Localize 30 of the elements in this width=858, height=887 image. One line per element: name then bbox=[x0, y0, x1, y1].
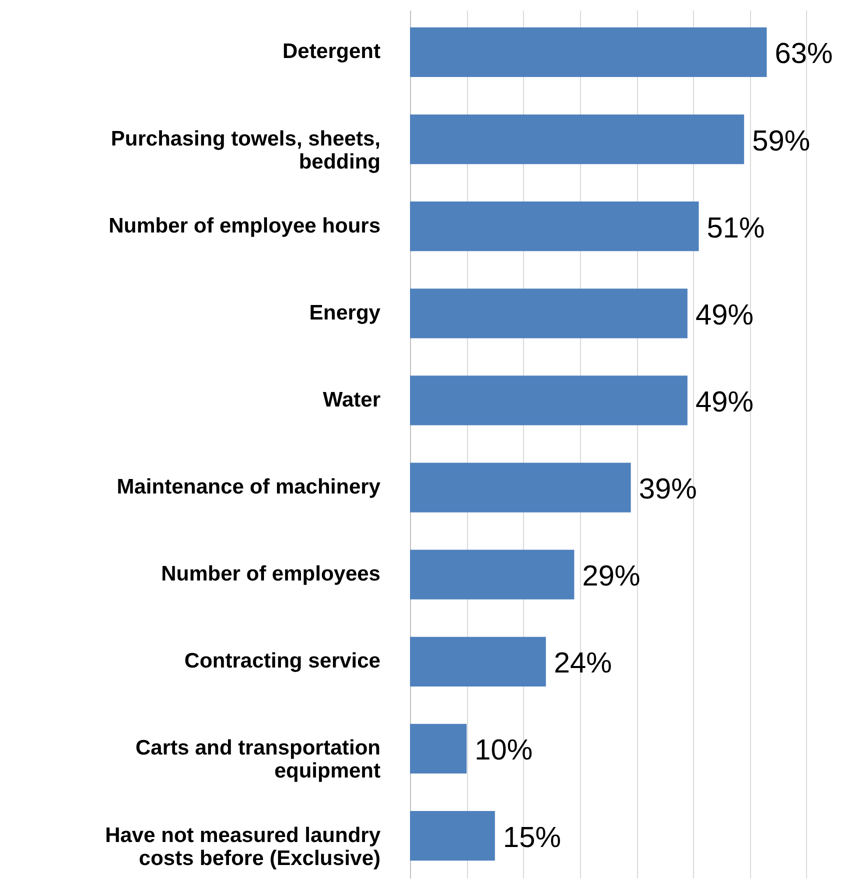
y-tick-label: Have not measured laundry costs before (Exclusive) bbox=[105, 824, 381, 870]
bar bbox=[410, 202, 699, 252]
bar bbox=[410, 114, 744, 164]
bar bbox=[410, 550, 574, 600]
data-label: 51% bbox=[706, 212, 765, 244]
data-label: 49% bbox=[695, 386, 754, 418]
bar bbox=[410, 376, 688, 426]
y-tick-label: Maintenance of machinery bbox=[116, 476, 381, 499]
y-tick-label: Number of employee hours bbox=[108, 214, 380, 238]
data-label: 39% bbox=[638, 474, 697, 506]
bar bbox=[410, 724, 467, 774]
data-label: 63% bbox=[774, 38, 833, 70]
bar bbox=[410, 810, 495, 861]
y-tick-label: Energy bbox=[309, 301, 381, 324]
bar bbox=[410, 462, 631, 512]
bar bbox=[410, 27, 767, 78]
bar bbox=[410, 288, 688, 338]
y-tick-label: Detergent bbox=[282, 40, 380, 64]
bar bbox=[410, 636, 546, 686]
data-label: 29% bbox=[582, 560, 640, 593]
data-label: 24% bbox=[554, 648, 612, 680]
y-tick-label: Number of employees bbox=[161, 562, 380, 586]
data-label: 15% bbox=[502, 822, 561, 854]
data-label: 10% bbox=[474, 734, 533, 767]
y-tick-label: Water bbox=[322, 388, 380, 412]
data-label: 49% bbox=[695, 299, 754, 332]
data-label: 59% bbox=[752, 125, 810, 158]
y-tick-label: Contracting service bbox=[184, 650, 380, 673]
y-tick-label: Carts and transportation equipment bbox=[135, 736, 381, 783]
y-tick-label: Purchasing towels, sheets, bedding bbox=[110, 127, 380, 174]
